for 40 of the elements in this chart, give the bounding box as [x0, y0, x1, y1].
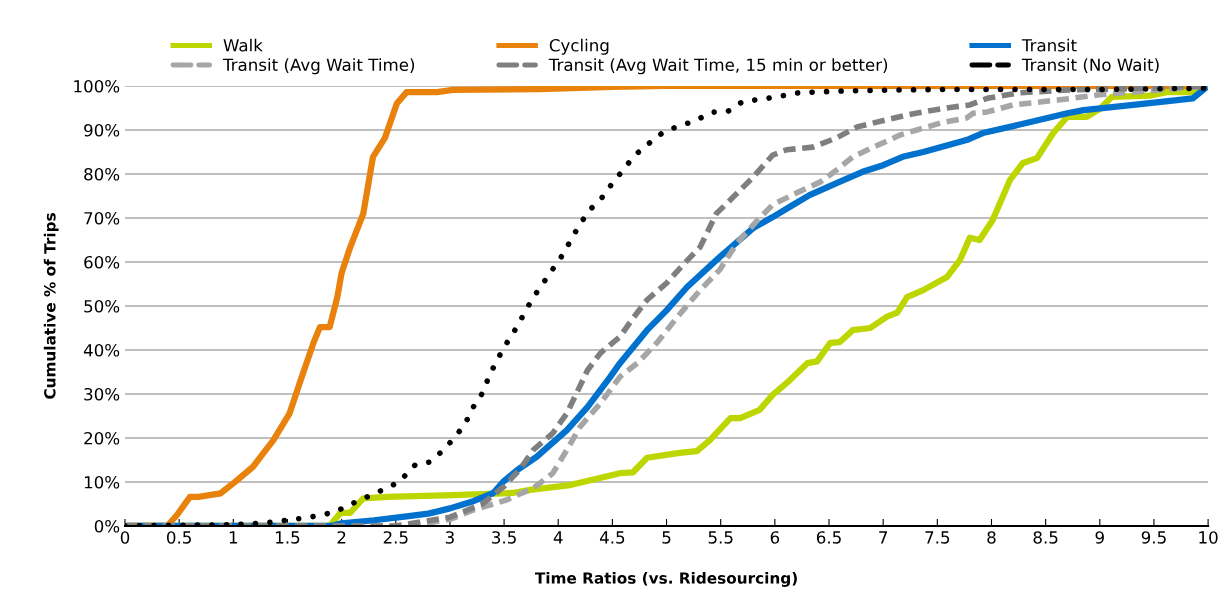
y-tick-label: 50% — [84, 299, 120, 313]
x-tick-label: 1.5 — [276, 531, 300, 544]
legend-label: Transit — [1021, 38, 1077, 52]
y-tick-label: 40% — [83, 343, 120, 357]
legend-label: Walk — [223, 38, 263, 52]
x-tick-label: 3 — [445, 531, 454, 544]
x-tick-label: 9 — [1095, 531, 1104, 544]
x-tick-label: 6.5 — [816, 531, 841, 544]
x-tick-label: 7.5 — [925, 531, 950, 544]
x-tick-label: 4 — [553, 531, 563, 544]
x-tick-label: 8 — [987, 531, 996, 544]
y-tick-label: 80% — [84, 167, 120, 181]
y-axis-title: Cumulative % of Trips — [43, 213, 59, 399]
y-tick-label: 70% — [84, 211, 120, 225]
x-tick-label: 5.5 — [708, 531, 733, 544]
y-tick-label: 10% — [84, 475, 120, 489]
legend-label: Transit (Avg Wait Time, 15 min or better) — [548, 58, 888, 75]
legend-label: Transit (Avg Wait Time) — [222, 58, 415, 75]
x-tick-label: 3.5 — [492, 531, 516, 544]
x-tick-label: 7 — [879, 531, 888, 544]
x-tick-label: 4.5 — [599, 531, 625, 544]
y-tick-label: 30% — [84, 387, 120, 401]
x-tick-label: 5 — [662, 531, 671, 544]
x-tick-label: 0 — [120, 531, 130, 544]
x-tick-label: 8.5 — [1033, 531, 1058, 544]
x-tick-label: 2.5 — [383, 531, 408, 544]
y-tick-label: 0% — [94, 519, 120, 533]
x-axis-title: Time Ratios (vs. Ridesourcing) — [534, 571, 797, 587]
x-tick-label: 2 — [337, 531, 346, 544]
x-tick-label: 9.5 — [1141, 531, 1166, 544]
legend-label: Transit (No Wait) — [1021, 58, 1159, 74]
x-tick-label: 6 — [770, 531, 780, 544]
x-tick-label: 1 — [229, 531, 238, 544]
y-tick-label: 100% — [74, 79, 120, 93]
x-tick-label: 10 — [1199, 531, 1218, 544]
y-tick-label: 60% — [84, 255, 120, 269]
legend-label: Cycling — [549, 38, 609, 55]
y-tick-label: 90% — [84, 123, 120, 137]
y-tick-label: 20% — [84, 431, 120, 445]
x-tick-label: 0.5 — [166, 531, 191, 544]
